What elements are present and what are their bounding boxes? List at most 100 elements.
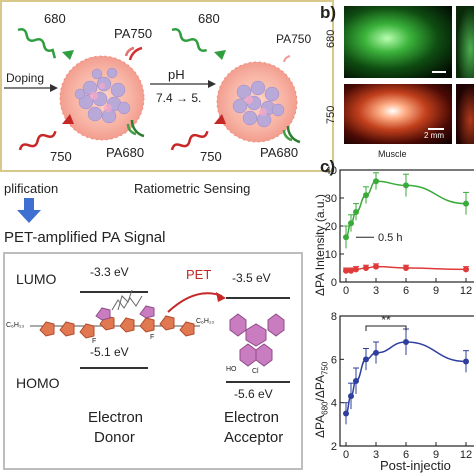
scale-bar-top <box>432 71 446 73</box>
chart-0-series-0-point <box>463 200 469 207</box>
chart-1-ytick-label: 2 <box>331 441 337 453</box>
wave-680-right <box>171 28 208 52</box>
chart-1-xtick-label: 3 <box>373 449 379 461</box>
panel-b-label: b) <box>320 3 337 22</box>
down-arrow-icon <box>17 198 41 223</box>
acceptor-label-2: Acceptor <box>224 429 284 446</box>
chart-0-ytick-label: 10 <box>325 249 337 261</box>
wave-750-left <box>18 130 57 151</box>
chart-0-xtick-label: 12 <box>460 285 472 297</box>
energy-diagram-graphics <box>30 289 290 383</box>
pa680-image <box>344 6 452 78</box>
donor-homo-value: -5.1 eV <box>90 345 129 359</box>
chart-0-series-1-point <box>463 266 469 273</box>
acceptor-molecule <box>229 313 285 367</box>
chart-1-series-0-point <box>463 358 469 365</box>
label-pa680-right: PA680 <box>260 145 299 160</box>
chart-1-series-0-point <box>348 393 354 400</box>
pa680-image-edge <box>456 6 474 78</box>
ratiometric-label: Ratiometric Sensing <box>134 181 251 196</box>
pa-arcs-right-bottom <box>282 125 301 144</box>
lumo-label: LUMO <box>16 271 57 287</box>
chart-0-xtick-label: 3 <box>373 285 379 297</box>
atom-ho: HO <box>226 366 237 373</box>
chart-xlabel: Post-injectio <box>380 458 451 473</box>
chart-0-series-0-point <box>343 234 349 241</box>
donor-molecule <box>30 289 200 339</box>
significance-label: ** <box>381 313 391 327</box>
wave-680-left <box>17 28 57 59</box>
chart-1-xtick-label: 12 <box>460 449 472 461</box>
chart-1-series-0-point <box>403 339 409 345</box>
chart-1-xtick-label: 6 <box>403 449 409 461</box>
pa-arcs-left-bottom <box>126 119 145 138</box>
pa750-image <box>344 84 452 144</box>
chart-1-ytick-label: 4 <box>331 398 337 410</box>
chart-0-series-0-point <box>403 182 409 189</box>
muscle-caption: Muscle <box>378 149 407 159</box>
pa750-image-edge <box>456 84 474 144</box>
atom-cl: Cl <box>252 368 259 375</box>
chart-0-series-1-point <box>403 265 409 271</box>
chart-0-ytick-label: 40 <box>325 165 337 177</box>
label-680-left: 680 <box>44 11 66 26</box>
nanoparticle-right <box>216 61 298 143</box>
chart-1-series-0-point <box>363 356 369 363</box>
side-chain-right: C₆H₁₃ <box>196 318 215 325</box>
acceptor-homo-value: -5.6 eV <box>234 387 273 401</box>
chart-0-series-0-point <box>373 178 379 185</box>
chart-1-ytick-label: 8 <box>331 311 337 323</box>
chart-1-series-0-point <box>373 349 379 356</box>
atom-f1: F <box>92 338 97 345</box>
label-750-left: 750 <box>50 149 72 164</box>
chart-0-ytick-label: 30 <box>325 193 337 205</box>
pet-label: PET <box>186 267 212 282</box>
label-pa680-left: PA680 <box>106 145 145 160</box>
scale-bar-label: 2 mm <box>424 131 444 140</box>
chart-0-series-1-point <box>373 263 379 270</box>
chart-1-ytick-label: 6 <box>331 354 337 366</box>
schematic-frame <box>0 0 334 172</box>
amplification-label: plification <box>4 181 59 196</box>
chart-0-xtick-label: 9 <box>433 285 439 297</box>
side-chain-left: C₆H₁₃ <box>6 322 25 329</box>
chart-1-series-0-point <box>353 378 359 384</box>
chart-1-xtick-label: 9 <box>433 449 439 461</box>
wave-750-left-head <box>62 114 74 124</box>
nanoparticle-left <box>59 55 145 141</box>
acceptor-label-1: Electron <box>224 409 280 426</box>
pet-title: PET-amplified PA Signal <box>4 229 166 246</box>
donor-lumo-value: -3.3 eV <box>90 265 129 279</box>
chart-0-series-1-point <box>363 265 369 271</box>
pa-arcs-right-top <box>283 55 291 63</box>
chart-1-xtick-label: 0 <box>343 449 349 461</box>
annotation-label: 0.5 h <box>378 232 402 244</box>
scale-bar-bottom <box>428 128 444 130</box>
label-pa750-left: PA750 <box>114 26 153 41</box>
wave-680-left-head <box>62 50 74 60</box>
chart-0-series-0-point <box>348 220 354 227</box>
label-doping: Doping <box>6 71 45 85</box>
wave-750-right-head <box>214 114 226 124</box>
panel-c-label: c) <box>320 157 336 176</box>
chart-1-series-0-point <box>343 410 349 417</box>
chart-0-series-1-point <box>343 267 349 274</box>
donor-label-2: Donor <box>94 429 135 446</box>
chart-0-xtick-label: 6 <box>403 285 409 297</box>
label-ph: pH <box>168 67 185 82</box>
homo-label: HOMO <box>16 375 60 391</box>
pa-arcs-left-top <box>124 46 143 61</box>
atom-f2: F <box>150 334 155 341</box>
chart-0-ytick-label: 0 <box>331 277 337 289</box>
donor-label-1: Electron <box>88 409 144 426</box>
label-680-right: 680 <box>198 11 220 26</box>
label-pa750-right: PA750 <box>276 32 312 46</box>
energy-diagram-frame <box>3 252 303 470</box>
label-750-right: 750 <box>200 149 222 164</box>
significance-bracket <box>365 325 407 331</box>
wave-680-right-head <box>214 50 226 60</box>
chart-1-frame <box>339 315 474 447</box>
chart-0-series-0-point <box>363 192 369 199</box>
chart-0-series-0-point <box>353 209 359 215</box>
